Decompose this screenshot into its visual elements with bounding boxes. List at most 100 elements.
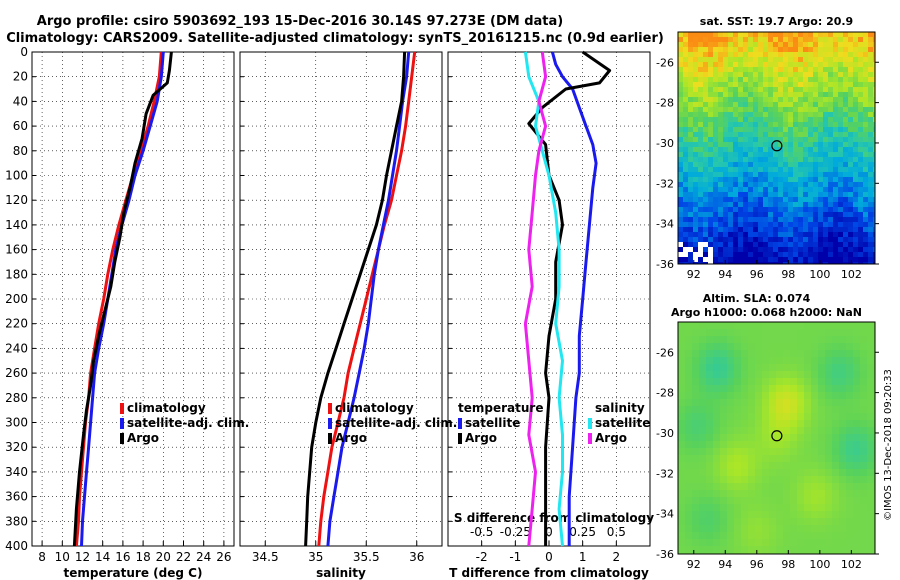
map-cell [825,413,833,421]
map-cell [783,87,789,93]
x-tick-label: 10 [55,550,70,564]
map-cell [868,42,874,48]
map-cell [723,52,729,58]
map-cell [683,167,689,173]
map-cell [693,217,699,223]
map-cell [748,142,754,148]
map-cell [698,187,704,193]
map-cell [873,127,875,133]
map-cell [825,336,833,344]
map-cell [818,52,824,58]
map-cell [811,532,819,540]
map-cell [788,112,794,118]
map-cell [853,364,861,372]
map-cell [868,167,874,173]
map-cell [863,257,869,263]
map-cell [734,392,742,400]
map-cell [818,197,824,203]
map-cell [797,350,805,358]
map-cell [678,82,684,88]
map-cell [846,469,854,477]
map-cell [803,252,809,258]
x-axis-label: temperature (deg C) [64,566,203,580]
map-cell [763,242,769,248]
map-cell [808,162,814,168]
map-cell [678,490,686,498]
map-cell [783,222,789,228]
map-cell [793,257,799,263]
map-cell [738,252,744,258]
map-cell [773,82,779,88]
map-cell [818,117,824,123]
map-cell [685,490,693,498]
map-cell [683,77,689,83]
map-cell [693,87,699,93]
map-cell [773,132,779,138]
map-cell [858,242,864,248]
map-cell [811,518,819,526]
map-cell [811,413,819,421]
map-cell [708,222,714,228]
map-cell [803,202,809,208]
map-cell [688,102,694,108]
map-cell [843,212,849,218]
map-cell [803,157,809,163]
map-cell [813,162,819,168]
map-cell [863,67,869,73]
x-tick-label: 24 [196,550,211,564]
map-cell [846,378,854,386]
map-cell [693,207,699,213]
map-cell [758,122,764,128]
map-cell [798,177,804,183]
map-cell [848,152,854,158]
map-cell [803,222,809,228]
map-cell [848,97,854,103]
map-cell [808,92,814,98]
map-cell [748,504,756,512]
map-cell [863,187,869,193]
map-cell [678,57,684,63]
map-cell [734,427,742,435]
map-cell [873,32,875,38]
map-cell [699,462,707,470]
map-cell [788,207,794,213]
map-cell [778,112,784,118]
map-cell [783,212,789,218]
map-cell [720,350,728,358]
map-cell [858,127,864,133]
map-cell [755,399,763,407]
map-cell [753,72,759,78]
map-cell [708,237,714,243]
map-cell [718,257,724,263]
map-cell [743,167,749,173]
map-cell [685,518,693,526]
map-cell [727,546,735,554]
map-cell [699,497,707,505]
map-cell [708,192,714,198]
map-cell [853,378,861,386]
map-cell [758,257,764,263]
map-cell [738,182,744,188]
map-cell [688,37,694,43]
map-cell [738,112,744,118]
map-cell [768,182,774,188]
map-cell [825,476,833,484]
map-cell [773,97,779,103]
map-cell [860,357,868,365]
map-cell [713,504,721,512]
map-cell [846,350,854,358]
map-cell [797,462,805,470]
map-cell [853,132,859,138]
map-cell [741,413,749,421]
map-cell [727,434,735,442]
map-cell [693,202,699,208]
map-cell [783,102,789,108]
map-cell [706,413,714,421]
map-cell [763,192,769,198]
map-cell [833,157,839,163]
map-cell [734,343,742,351]
map-cell [818,441,826,449]
map-cell [788,77,794,83]
legend-swatch [588,418,592,429]
map-cell [678,107,684,113]
